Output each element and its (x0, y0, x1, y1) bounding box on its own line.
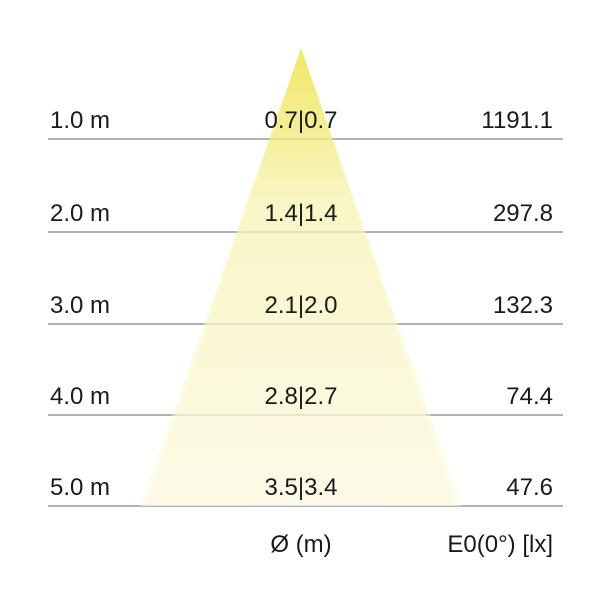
distance-label: 3.0 m (50, 292, 111, 319)
distance-label: 1.0 m (50, 107, 111, 134)
illuminance-value: 47.6 (506, 474, 553, 501)
diameter-value: 0.7|0.7 (264, 107, 338, 134)
inner-beam-cone (145, 48, 457, 506)
illuminance-value: 132.3 (492, 292, 553, 319)
diameter-value: 2.8|2.7 (264, 383, 338, 410)
diameter-value: 1.4|1.4 (264, 200, 338, 227)
illuminance-value: 297.8 (492, 200, 553, 227)
distance-label: 2.0 m (50, 200, 111, 227)
diameter-axis-label: Ø (m) (270, 531, 332, 558)
diameter-value: 3.5|3.4 (264, 474, 338, 501)
illuminance-value: 1191.1 (481, 107, 553, 134)
illuminance-axis-label: E0(0°) [lx] (447, 531, 553, 558)
distance-label: 5.0 m (50, 474, 111, 501)
illuminance-value: 74.4 (506, 383, 553, 410)
diameter-value: 2.1|2.0 (264, 292, 338, 319)
distance-label: 4.0 m (50, 383, 111, 410)
